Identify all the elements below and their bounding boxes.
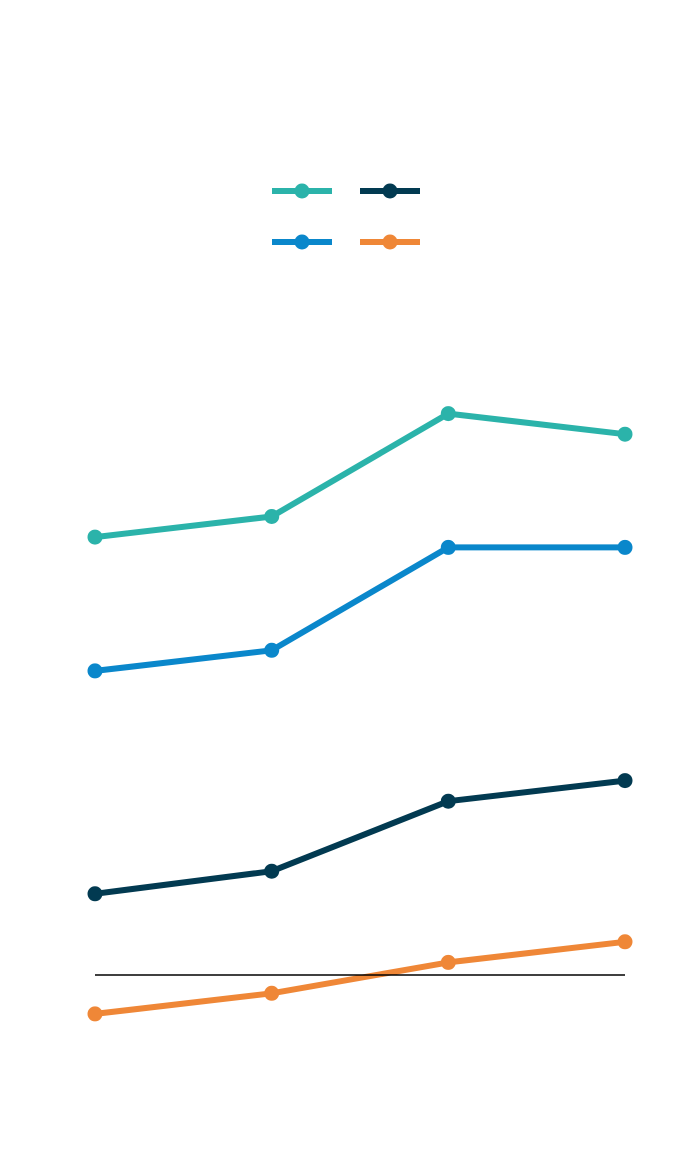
series-orange — [87, 934, 633, 1022]
series-blue — [87, 539, 633, 679]
data-point-orange-4 — [617, 934, 633, 950]
data-point-blue-4 — [617, 539, 633, 555]
legend-swatch-marker-teal — [294, 183, 310, 199]
data-point-blue-1 — [87, 663, 103, 679]
data-point-orange-1 — [87, 1006, 103, 1022]
legend-entry-navy — [360, 183, 420, 199]
legend-swatch-marker-orange — [382, 234, 398, 250]
series-line-navy — [94, 777, 626, 897]
data-point-teal-1 — [87, 529, 103, 545]
legend — [272, 183, 420, 250]
data-point-navy-1 — [87, 886, 103, 902]
data-point-teal-2 — [264, 509, 280, 524]
data-point-navy-2 — [264, 863, 280, 879]
data-point-blue-3 — [440, 539, 456, 555]
data-point-teal-4 — [617, 426, 633, 442]
legend-swatch-marker-navy — [382, 183, 398, 199]
series-navy — [87, 773, 633, 902]
series-teal — [87, 406, 633, 545]
legend-entry-orange — [360, 234, 420, 250]
data-point-navy-3 — [440, 793, 456, 809]
data-point-orange-3 — [440, 954, 456, 970]
series-line-blue — [94, 544, 625, 674]
series-line-teal — [94, 410, 626, 541]
series-layer — [87, 406, 633, 1022]
data-point-navy-4 — [617, 773, 633, 789]
legend-entry-blue — [272, 234, 332, 250]
data-point-blue-2 — [264, 642, 280, 658]
data-point-orange-2 — [264, 985, 280, 1001]
legend-swatch-marker-blue — [294, 234, 310, 250]
series-line-orange — [94, 938, 626, 1017]
legend-entry-teal — [272, 183, 332, 199]
data-point-teal-3 — [440, 406, 456, 422]
